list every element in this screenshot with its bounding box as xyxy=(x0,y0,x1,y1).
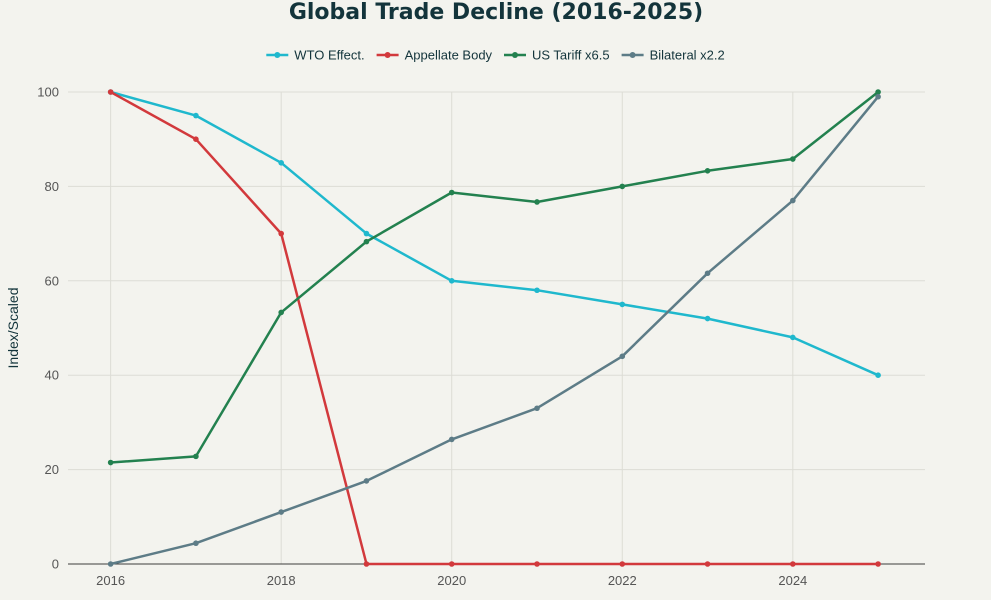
data-point xyxy=(875,561,881,567)
data-point xyxy=(278,230,284,237)
y-tick-label: 0 xyxy=(52,557,59,572)
data-point xyxy=(790,561,796,567)
data-point xyxy=(790,334,796,341)
legend-label: WTO Effect. xyxy=(294,48,364,63)
legend-item: Bilateral x2.2 xyxy=(621,48,725,63)
data-point xyxy=(107,561,114,567)
data-point xyxy=(448,278,455,284)
series-0 xyxy=(107,89,881,379)
data-point xyxy=(448,189,455,196)
legend-swatch-marker xyxy=(512,52,518,58)
data-point xyxy=(193,136,199,142)
data-point xyxy=(704,270,711,277)
legend-swatch-marker xyxy=(629,52,636,58)
series-3 xyxy=(107,93,881,567)
series-2 xyxy=(107,89,881,466)
data-point xyxy=(534,199,540,205)
data-point xyxy=(534,561,540,567)
data-point xyxy=(107,89,114,95)
data-point xyxy=(619,561,626,567)
series-line xyxy=(109,90,880,464)
data-point xyxy=(107,459,114,466)
data-point xyxy=(790,197,796,204)
data-point xyxy=(875,89,881,95)
data-point xyxy=(363,230,370,237)
data-point xyxy=(448,436,455,443)
chart-title: Global Trade Decline (2016-2025) xyxy=(289,0,703,25)
series-line xyxy=(109,95,880,566)
x-tick-label: 2024 xyxy=(778,573,807,588)
data-point xyxy=(875,372,881,379)
legend-item: US Tariff x6.5 xyxy=(504,48,610,63)
data-point xyxy=(278,309,284,316)
legend-item: WTO Effect. xyxy=(266,48,365,63)
legend-swatch-marker xyxy=(384,52,391,58)
data-point xyxy=(193,112,199,119)
legend: WTO Effect. Appellate Body US Tariff x6.5 B… xyxy=(266,48,725,63)
x-tick-label: 2018 xyxy=(267,573,296,588)
x-tick-label: 2020 xyxy=(437,573,466,588)
y-axis-title: Index/Scaled xyxy=(5,288,21,369)
x-tick-label: 2022 xyxy=(608,573,637,588)
y-tick-label: 60 xyxy=(45,273,59,288)
legend-label: Appellate Body xyxy=(405,48,493,63)
legend-label: US Tariff x6.5 xyxy=(532,48,610,63)
y-tick-label: 100 xyxy=(37,85,59,100)
plot-area xyxy=(107,89,881,567)
data-point xyxy=(448,561,455,567)
data-point xyxy=(704,315,711,322)
grid xyxy=(68,91,925,564)
data-point xyxy=(363,561,370,567)
series-line xyxy=(109,90,880,566)
legend-swatch-marker xyxy=(274,52,281,58)
data-point xyxy=(875,93,881,100)
data-point xyxy=(193,453,199,460)
legend-label: Bilateral x2.2 xyxy=(650,48,725,63)
y-tick-label: 20 xyxy=(45,462,59,477)
data-point xyxy=(363,238,370,245)
y-tick-label: 80 xyxy=(45,179,59,194)
data-point xyxy=(619,301,626,308)
data-point xyxy=(704,168,711,174)
data-point xyxy=(193,540,199,547)
data-point xyxy=(363,478,370,484)
y-tick-label: 40 xyxy=(45,368,59,383)
series-line xyxy=(109,90,880,377)
data-point xyxy=(278,160,284,166)
data-point xyxy=(619,353,626,360)
series-1 xyxy=(107,89,881,567)
data-point xyxy=(534,287,540,294)
data-point xyxy=(704,561,711,567)
data-point xyxy=(278,509,284,515)
data-point xyxy=(534,405,540,412)
data-point xyxy=(619,183,626,190)
data-point xyxy=(790,156,796,162)
legend-item: Appellate Body xyxy=(376,48,493,63)
x-tick-label: 2016 xyxy=(96,573,125,588)
axes: 0 20 40 60 80 100 2016 2018 2020 2022 2024 xyxy=(37,85,925,588)
